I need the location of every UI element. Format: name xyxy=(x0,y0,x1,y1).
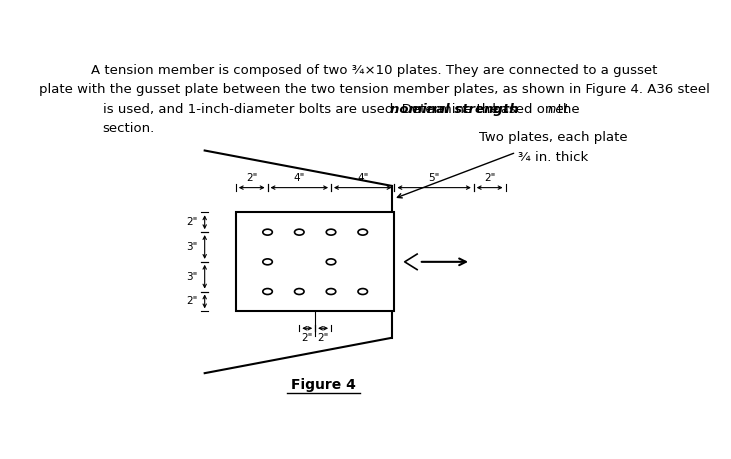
Circle shape xyxy=(358,289,368,295)
Circle shape xyxy=(263,259,273,265)
Text: Two plates, each plate: Two plates, each plate xyxy=(479,131,627,144)
Circle shape xyxy=(263,289,273,295)
Text: 2": 2" xyxy=(186,217,198,227)
Text: A tension member is composed of two ¾×10 plates. They are connected to a gusset: A tension member is composed of two ¾×10… xyxy=(91,64,658,77)
Text: is used, and 1-inch-diameter bolts are used. Determine the: is used, and 1-inch-diameter bolts are u… xyxy=(102,103,502,116)
Circle shape xyxy=(263,229,273,235)
Text: 2": 2" xyxy=(246,174,257,184)
Text: 2": 2" xyxy=(186,297,198,307)
Circle shape xyxy=(295,229,304,235)
Text: based on the: based on the xyxy=(488,103,584,116)
Text: 2": 2" xyxy=(484,174,496,184)
Text: ¾ in. thick: ¾ in. thick xyxy=(518,151,588,163)
Text: 4": 4" xyxy=(294,174,305,184)
Text: 2": 2" xyxy=(317,333,329,343)
Text: section.: section. xyxy=(102,122,155,135)
Text: nominal strength: nominal strength xyxy=(390,103,518,116)
Text: 2": 2" xyxy=(301,333,313,343)
Text: 4": 4" xyxy=(357,174,368,184)
Text: plate with the gusset plate between the two tension member plates, as shown in F: plate with the gusset plate between the … xyxy=(39,84,710,96)
Text: 3": 3" xyxy=(186,272,198,282)
Text: 3": 3" xyxy=(186,242,198,252)
Circle shape xyxy=(326,289,336,295)
Text: net: net xyxy=(548,103,569,116)
Text: 5": 5" xyxy=(428,174,440,184)
Circle shape xyxy=(358,229,368,235)
Bar xyxy=(236,213,395,311)
Text: Figure 4: Figure 4 xyxy=(291,378,356,392)
Circle shape xyxy=(326,229,336,235)
Circle shape xyxy=(326,259,336,265)
Circle shape xyxy=(295,289,304,295)
